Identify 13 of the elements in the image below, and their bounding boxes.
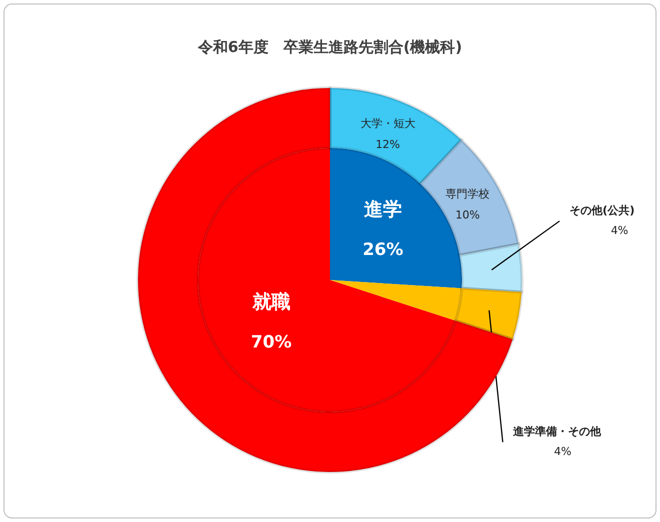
data-label: 4% xyxy=(610,224,628,238)
slice-label: 進学準備・その他 xyxy=(512,425,602,438)
data-label: 70% xyxy=(250,332,292,352)
chart-title: 令和6年度 卒業生進路先割合(機械科) xyxy=(196,38,462,56)
slice-label: 進学 xyxy=(364,198,402,221)
slice-label: 専門学校 xyxy=(446,187,490,200)
slice-label: 大学・短大 xyxy=(360,117,416,130)
slice-label: 就職 xyxy=(251,290,290,313)
data-label: 12% xyxy=(376,138,400,152)
data-label: 10% xyxy=(455,208,480,222)
data-label: 4% xyxy=(554,445,572,458)
data-label: 26% xyxy=(362,240,404,260)
slice-label: その他(公共) xyxy=(570,204,635,218)
